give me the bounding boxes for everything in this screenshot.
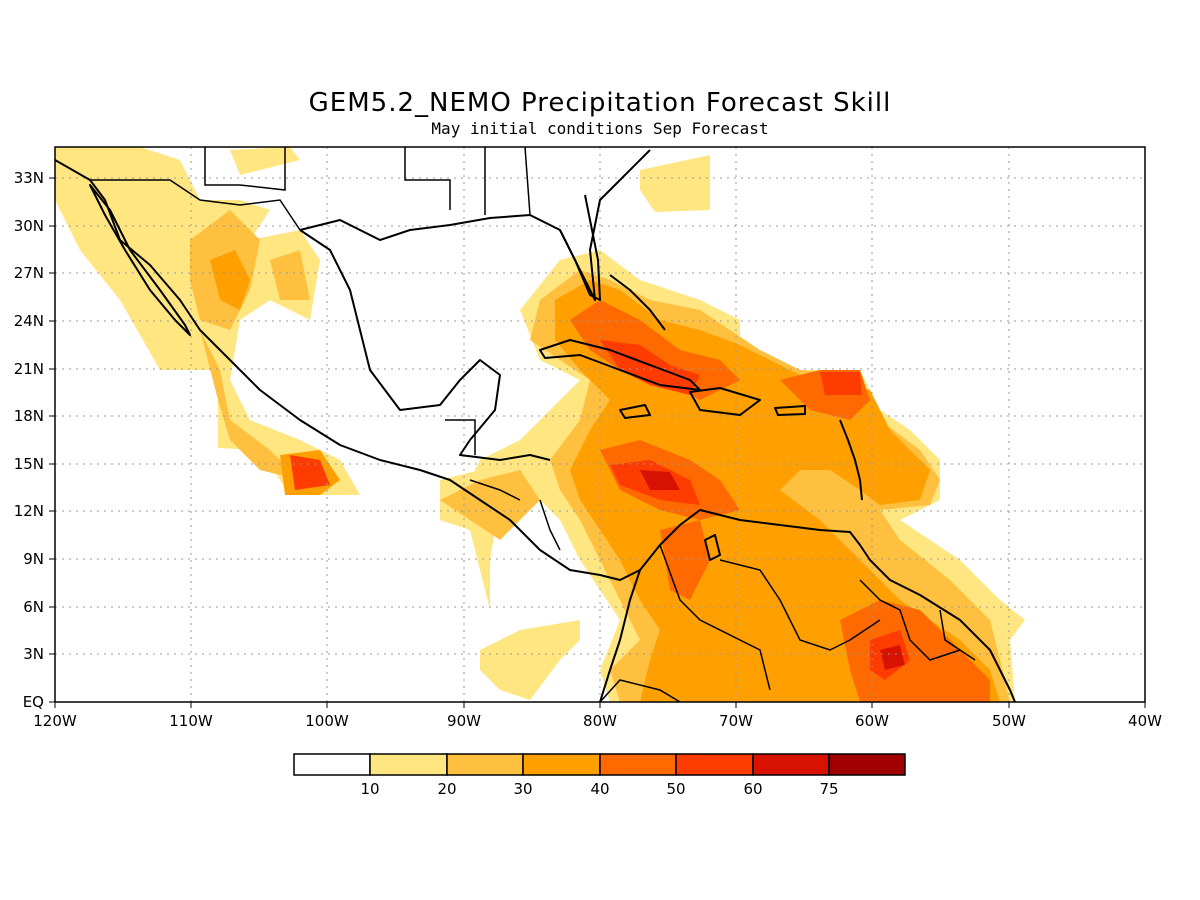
legend-swatch	[828, 753, 906, 776]
y-tick-label: 9N	[23, 550, 44, 568]
x-tick-label: 90W	[447, 712, 481, 730]
legend-swatch	[522, 753, 601, 776]
legend-label: 20	[437, 780, 456, 798]
x-axis-labels: 120W 110W 100W 90W 80W 70W 60W 50W 40W	[33, 712, 1162, 730]
colorbar-legend: 10 20 30 40 50 60 75	[293, 753, 906, 798]
legend-label: 75	[819, 780, 838, 798]
x-tick-label: 40W	[1128, 712, 1162, 730]
legend-swatch	[599, 753, 677, 776]
y-tick-label: 24N	[14, 312, 44, 330]
y-tick-label: 12N	[14, 502, 44, 520]
x-tick-label: 70W	[719, 712, 753, 730]
lat-lon-grid	[55, 147, 1145, 702]
y-tick-label: 6N	[23, 598, 44, 616]
y-tick-label: 21N	[14, 360, 44, 378]
legend-label: 40	[590, 780, 609, 798]
legend-swatch	[293, 753, 371, 776]
chart-title: GEM5.2_NEMO Precipitation Forecast Skill	[309, 88, 892, 118]
x-tick-label: 60W	[855, 712, 889, 730]
legend-label: 60	[743, 780, 762, 798]
political-borders	[90, 147, 976, 702]
legend-swatch	[675, 753, 754, 776]
y-tick-label: EQ	[23, 693, 44, 711]
y-tick-label: 30N	[14, 217, 44, 235]
y-tick-label: 15N	[14, 455, 44, 473]
x-tick-label: 100W	[305, 712, 349, 730]
legend-label: 50	[666, 780, 685, 798]
y-tick-label: 3N	[23, 645, 44, 663]
y-tick-label: 33N	[14, 169, 44, 187]
y-axis-labels: EQ 3N 6N 9N 12N 15N 18N 21N 24N 27N 30N …	[14, 169, 44, 711]
legend-swatch	[369, 753, 448, 776]
x-tick-label: 80W	[583, 712, 617, 730]
tick-marks	[49, 177, 1146, 708]
y-tick-label: 27N	[14, 264, 44, 282]
legend-swatch	[446, 753, 524, 776]
x-tick-label: 50W	[992, 712, 1026, 730]
x-tick-label: 120W	[33, 712, 77, 730]
plot-area	[55, 147, 1145, 702]
legend-label: 30	[513, 780, 532, 798]
legend-label: 10	[360, 780, 379, 798]
coastlines	[55, 149, 1016, 702]
x-tick-label: 110W	[169, 712, 213, 730]
skill-shading-60	[640, 470, 905, 670]
y-tick-label: 18N	[14, 407, 44, 425]
chart-subtitle: May initial conditions Sep Forecast	[431, 119, 768, 138]
legend-swatch	[752, 753, 830, 776]
